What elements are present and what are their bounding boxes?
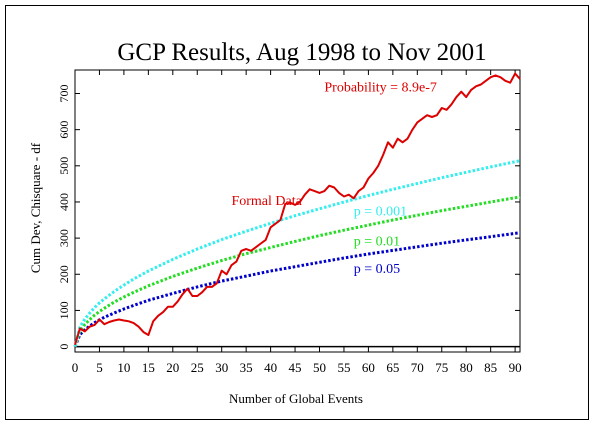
x-tick-label: 10 xyxy=(117,360,130,375)
x-tick-label: 50 xyxy=(313,360,326,375)
x-tick-label: 80 xyxy=(460,360,473,375)
x-axis-label: Number of Global Events xyxy=(229,391,363,406)
y-tick-label: 0 xyxy=(57,344,71,350)
chart-frame xyxy=(5,5,589,420)
x-tick-label: 85 xyxy=(484,360,497,375)
y-tick-label: 500 xyxy=(57,157,71,175)
series-label: p = 0.01 xyxy=(354,234,400,249)
y-tick-label: 200 xyxy=(57,265,71,283)
plot-border xyxy=(74,69,521,353)
annotation-label: Formal Data xyxy=(231,194,302,209)
y-tick-label: 300 xyxy=(57,229,71,247)
x-tick-label: 55 xyxy=(337,360,350,375)
x-tick-label: 65 xyxy=(386,360,399,375)
y-tick-label: 700 xyxy=(57,85,71,103)
annotation-label: Probability = 8.9e-7 xyxy=(324,81,437,96)
series-label: p = 0.001 xyxy=(354,204,407,219)
threshold-line xyxy=(73,231,521,348)
y-tick-label: 600 xyxy=(57,121,71,139)
x-tick-label: 20 xyxy=(166,360,179,375)
x-tick-label: 45 xyxy=(289,360,302,375)
series-layer xyxy=(73,72,521,348)
x-tick-label: 35 xyxy=(240,360,253,375)
x-tick-label: 70 xyxy=(411,360,424,375)
series-label: p = 0.05 xyxy=(354,262,400,277)
x-tick-label: 25 xyxy=(191,360,204,375)
y-tick-label: 400 xyxy=(57,193,71,211)
labels-layer: Probability = 8.9e-7 Formal Data p = 0.001… xyxy=(231,81,436,277)
chart-title: GCP Results, Aug 1998 to Nov 2001 xyxy=(117,39,486,66)
data-line xyxy=(74,72,521,346)
threshold-line xyxy=(73,159,521,347)
y-tick-label: 100 xyxy=(57,301,71,319)
x-tick-label: 75 xyxy=(435,360,448,375)
x-tick-label: 5 xyxy=(96,360,103,375)
x-tick-label: 90 xyxy=(509,360,522,375)
x-tick-label: 15 xyxy=(142,360,155,375)
x-tick-label: 0 xyxy=(72,360,79,375)
threshold-line xyxy=(73,195,521,348)
x-tick-label: 40 xyxy=(264,360,277,375)
axes: 0 5 10 15 20 25 30 35 40 45 50 55 60 65 70 75 80 85 90 0 100… xyxy=(57,69,522,375)
y-axis-label: Cum Dev, Chisquare - df xyxy=(28,142,43,273)
x-tick-label: 30 xyxy=(215,360,228,375)
x-tick-label: 60 xyxy=(362,360,375,375)
